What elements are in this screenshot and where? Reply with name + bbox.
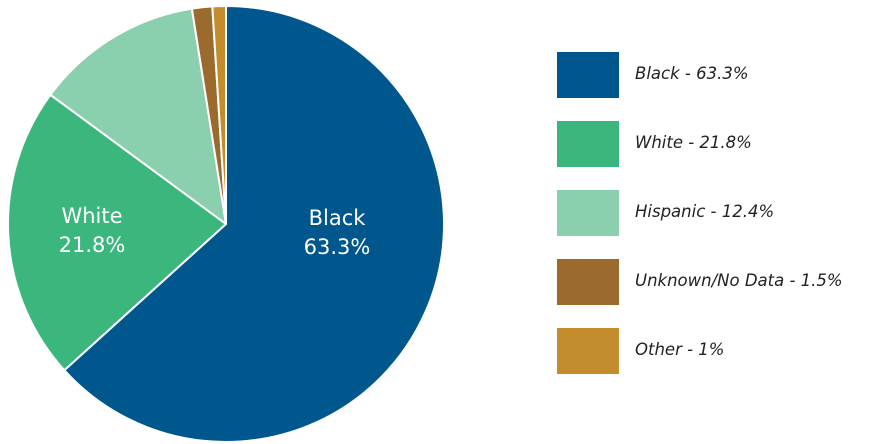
pie-slice-black xyxy=(63,5,445,443)
pie-chart: Black 63.3% White 21.8% xyxy=(7,5,445,443)
legend-item-white: White - 21.8% xyxy=(557,121,875,167)
slice-label-white-value: 21.8% xyxy=(59,233,126,257)
legend-label-other: Other - 1% xyxy=(635,340,725,359)
legend-label-unknown: Unknown/No Data - 1.5% xyxy=(635,271,843,290)
legend-label-black: Black - 63.3% xyxy=(635,64,749,83)
legend-label-hispanic: Hispanic - 12.4% xyxy=(635,202,775,221)
legend-item-other: Other - 1% xyxy=(557,328,875,374)
legend-swatch-black xyxy=(557,52,619,98)
legend-swatch-hispanic xyxy=(557,190,619,236)
legend-label-white: White - 21.8% xyxy=(635,133,752,152)
slice-label-black-value: 63.3% xyxy=(304,235,371,259)
chart-legend: Black - 63.3% White - 21.8% Hispanic - 1… xyxy=(557,52,875,397)
legend-swatch-other xyxy=(557,328,619,374)
legend-item-hispanic: Hispanic - 12.4% xyxy=(557,190,875,236)
slice-label-white-name: White xyxy=(61,204,122,228)
pie-slice-white xyxy=(7,93,227,372)
pie-slice-other xyxy=(211,5,227,225)
legend-item-unknown: Unknown/No Data - 1.5% xyxy=(557,259,875,305)
pie-slice-hispanic xyxy=(49,7,227,225)
legend-swatch-unknown xyxy=(557,259,619,305)
slice-label-black-name: Black xyxy=(309,206,367,230)
legend-item-black: Black - 63.3% xyxy=(557,52,875,98)
pie-slices xyxy=(7,5,445,443)
legend-swatch-white xyxy=(557,121,619,167)
